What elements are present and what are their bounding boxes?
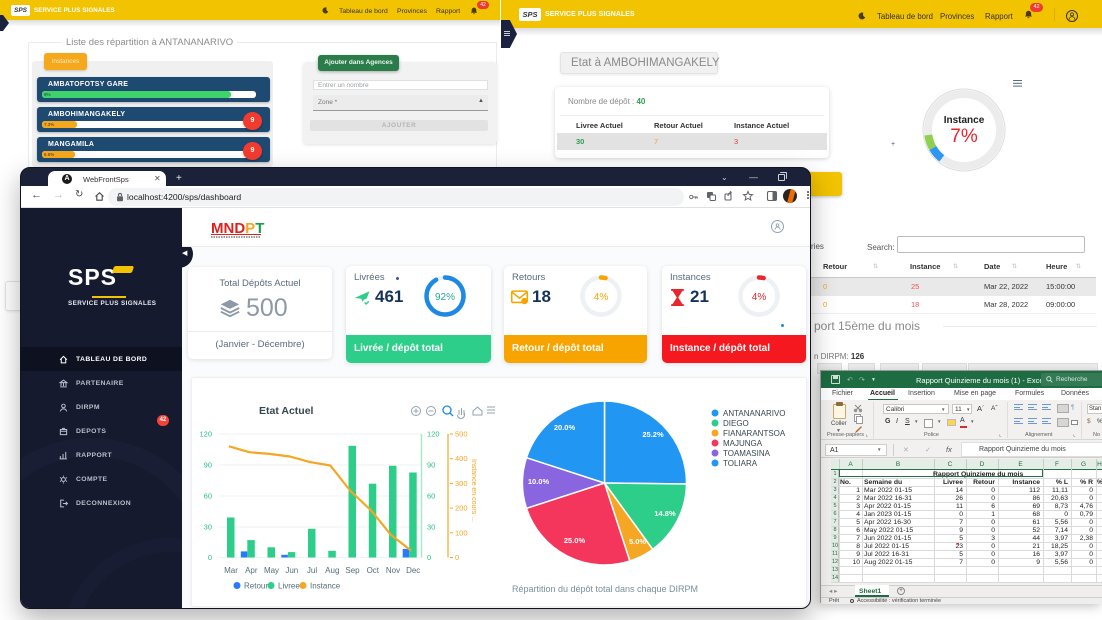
svg-text:Aug: Aug [325, 566, 339, 575]
svg-text:120: 120 [199, 430, 212, 439]
svg-text:10.0%: 10.0% [528, 477, 550, 486]
svg-text:May: May [264, 566, 279, 575]
svg-text:MAJUNGA: MAJUNGA [723, 439, 763, 448]
svg-text:Jun: Jun [285, 566, 298, 575]
svg-text:Instance: Instance [310, 582, 341, 591]
svg-text:30: 30 [427, 523, 435, 532]
svg-text:Nov: Nov [386, 566, 400, 575]
svg-text:0: 0 [208, 553, 212, 562]
svg-text:0: 0 [427, 553, 431, 562]
svg-text:60: 60 [204, 492, 212, 501]
svg-text:5.0%: 5.0% [629, 537, 646, 546]
svg-text:200: 200 [455, 504, 468, 513]
svg-text:Répartition du dépôt total dan: Répartition du dépôt total dans chaque D… [512, 584, 698, 594]
svg-text:400: 400 [455, 454, 468, 463]
svg-text:100: 100 [455, 528, 468, 537]
svg-text:14.8%: 14.8% [654, 509, 676, 518]
svg-text:25.2%: 25.2% [642, 430, 664, 439]
svg-text:300: 300 [455, 479, 468, 488]
svg-text:Instance en cours ...: Instance en cours ... [470, 459, 477, 522]
svg-text:Instance: Instance [944, 115, 985, 126]
svg-text:DIEGO: DIEGO [723, 419, 749, 428]
svg-text:Jul: Jul [307, 566, 317, 575]
svg-text:Oct: Oct [367, 566, 380, 575]
svg-text:FIANARANTSOA: FIANARANTSOA [723, 429, 786, 438]
svg-text:30: 30 [204, 523, 212, 532]
svg-text:20.0%: 20.0% [554, 423, 576, 432]
svg-text:Etat Actuel: Etat Actuel [259, 405, 314, 417]
svg-text:90: 90 [427, 461, 435, 470]
svg-text:92%: 92% [435, 292, 455, 303]
svg-text:4%: 4% [594, 292, 609, 303]
svg-text:7%: 7% [950, 126, 978, 147]
svg-text:Dec: Dec [406, 566, 420, 575]
svg-text:Mar: Mar [224, 566, 238, 575]
svg-text:ANTANANARIVO: ANTANANARIVO [723, 409, 786, 418]
svg-text:120: 120 [427, 430, 440, 439]
svg-text:TOAMASINA: TOAMASINA [723, 449, 771, 458]
svg-text:60: 60 [427, 492, 435, 501]
svg-text:0: 0 [455, 553, 459, 562]
svg-text:4%: 4% [752, 292, 767, 303]
svg-text:Apr: Apr [245, 566, 258, 575]
svg-text:500: 500 [455, 430, 468, 439]
svg-text:Retour: Retour [244, 582, 268, 591]
svg-text:TOLIARA: TOLIARA [723, 459, 758, 468]
svg-text:90: 90 [204, 461, 212, 470]
svg-text:Livree: Livree [278, 582, 300, 591]
svg-text:25.0%: 25.0% [564, 536, 586, 545]
svg-text:Sep: Sep [345, 566, 360, 575]
